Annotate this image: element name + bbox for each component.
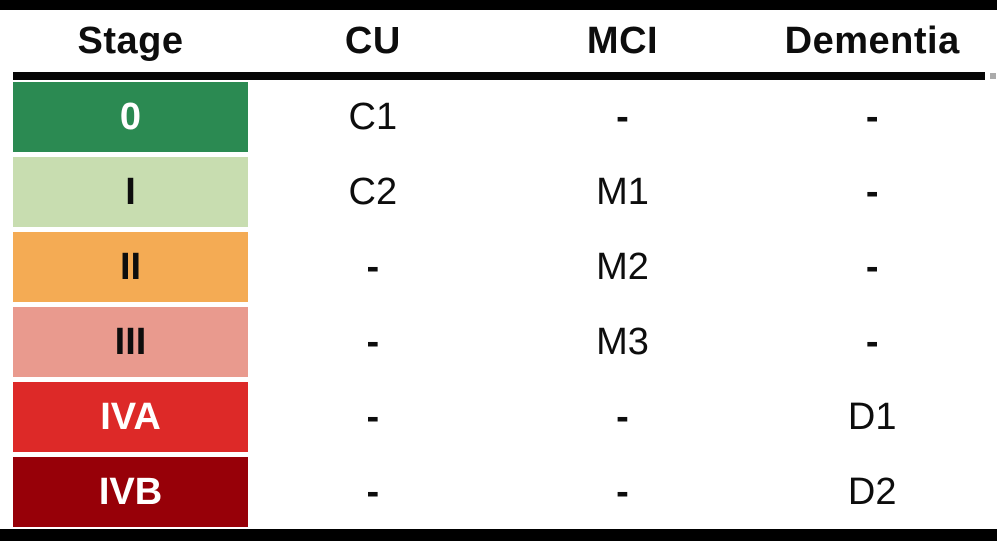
table-body: 0 C1 - - I C2 M1 - II - M2 - III - M3 - … — [0, 82, 997, 527]
cell-mci: M2 — [596, 245, 649, 288]
cell-cu: - — [366, 470, 380, 513]
header-rule-stub — [990, 73, 996, 79]
cell-dementia: D1 — [847, 395, 897, 438]
cell-dementia: - — [865, 245, 879, 288]
cell-dementia: D2 — [847, 470, 897, 513]
column-header-dementia: Dementia — [784, 19, 960, 62]
column-header-cu: CU — [344, 19, 401, 62]
column-header-mci: MCI — [586, 19, 659, 62]
cell-mci: M3 — [596, 320, 649, 363]
cell-mci: - — [616, 395, 629, 438]
cell-cu: C2 — [348, 170, 398, 213]
table-header-row: Stage CU MCI Dementia — [0, 10, 997, 72]
table-row-stage-1: I C2 M1 - — [0, 157, 997, 227]
cell-cu: - — [366, 320, 380, 363]
cell-cu: C1 — [348, 95, 398, 138]
cell-mci: - — [616, 95, 629, 138]
table-row-stage-3: III - M3 - — [0, 307, 997, 377]
stage-cell: II — [13, 232, 248, 302]
table-row-stage-5: IVB - - D2 — [0, 457, 997, 527]
cell-cu: - — [366, 395, 380, 438]
cell-mci: M1 — [596, 170, 649, 213]
cell-mci: - — [616, 470, 629, 513]
table-row-stage-2: II - M2 - — [0, 232, 997, 302]
stage-cell: IVB — [13, 457, 248, 527]
top-border — [0, 0, 997, 10]
cell-dementia: - — [865, 95, 879, 138]
bottom-border — [0, 529, 997, 541]
cell-dementia: - — [865, 320, 879, 363]
table-row-stage-4: IVA - - D1 — [0, 382, 997, 452]
stage-cell: III — [13, 307, 248, 377]
table-row-stage-0: 0 C1 - - — [0, 82, 997, 152]
header-rule — [13, 72, 996, 80]
column-header-stage: Stage — [77, 19, 184, 62]
stage-cell: 0 — [13, 82, 248, 152]
stage-cell: I — [13, 157, 248, 227]
cell-dementia: - — [865, 170, 879, 213]
stage-cell: IVA — [13, 382, 248, 452]
cell-cu: - — [366, 245, 380, 288]
